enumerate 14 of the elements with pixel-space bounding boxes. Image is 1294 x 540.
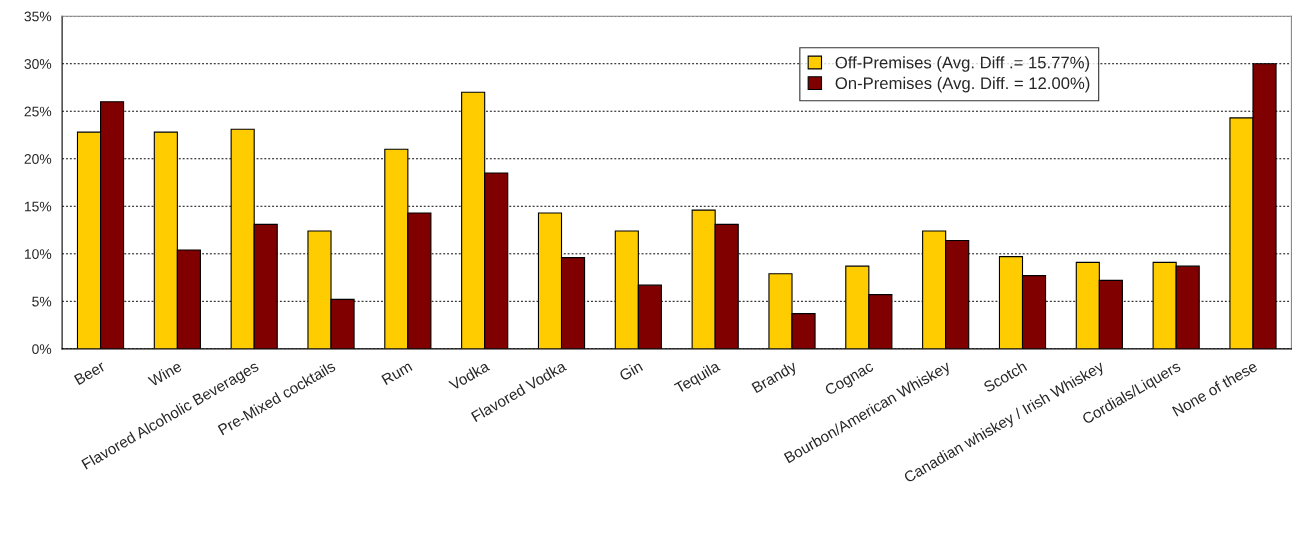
x-tick-label: Beer [73, 360, 106, 386]
y-tick-label: 10% [24, 249, 52, 259]
legend-label: On-Premises (Avg. Diff. = 12.00%) [835, 76, 1090, 93]
legend-label: Off-Premises (Avg. Diff .= 15.77%) [835, 56, 1090, 72]
y-tick-label: 20% [24, 154, 52, 164]
x-tick-label: Gin [618, 360, 644, 382]
y-tick-label: 30% [24, 59, 52, 69]
y-tick-label: 25% [24, 106, 52, 117]
y-tick-label: 15% [24, 201, 52, 212]
y-tick-label: 35% [24, 11, 52, 22]
x-tick-label: Wine [147, 360, 183, 388]
x-tick-label: Rum [381, 360, 413, 386]
y-tick-label: 5% [32, 296, 52, 307]
y-tick-label: 0% [32, 344, 52, 355]
